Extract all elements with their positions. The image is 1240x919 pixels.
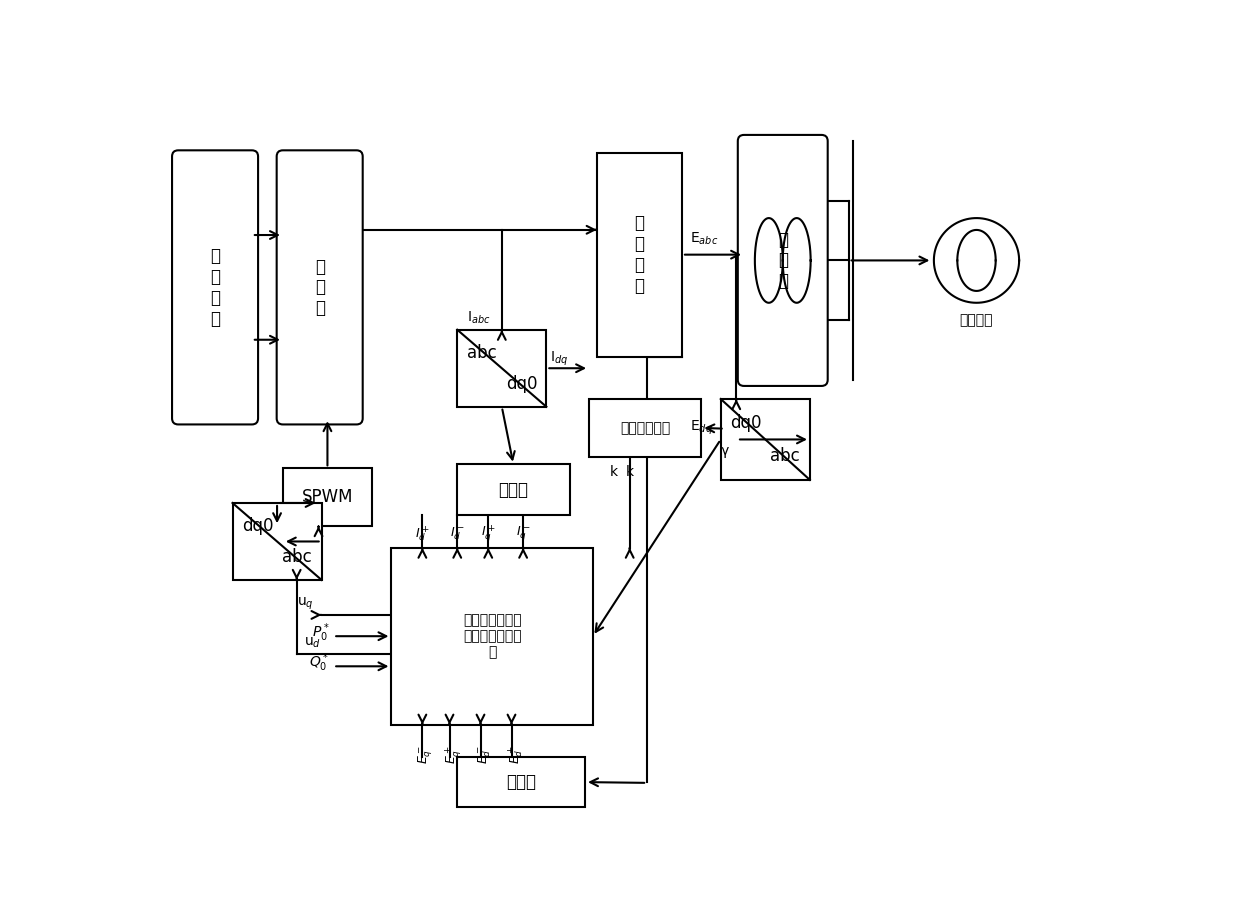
Bar [458, 464, 569, 515]
Text: 滤
波
电
路: 滤 波 电 路 [635, 214, 645, 295]
Text: $E_d^+$: $E_d^+$ [506, 745, 525, 765]
Text: 光
伏
阵
列: 光 伏 阵 列 [210, 247, 219, 327]
Text: 变
压
器: 变 压 器 [777, 231, 787, 290]
Text: dq0: dq0 [730, 414, 761, 432]
Text: I$_{dq}$: I$_{dq}$ [551, 350, 568, 369]
Bar [458, 330, 547, 407]
FancyBboxPatch shape [172, 151, 258, 425]
Text: abc: abc [467, 344, 497, 362]
Text: 等效电网: 等效电网 [960, 312, 993, 327]
Bar [458, 757, 585, 807]
Text: $I_d^+$: $I_d^+$ [415, 525, 430, 543]
Bar [720, 399, 810, 480]
Text: $I_d^-$: $I_d^-$ [450, 526, 465, 542]
Text: I$_{abc}$: I$_{abc}$ [466, 310, 490, 326]
Text: dq0: dq0 [506, 375, 537, 392]
Text: 优化求解模块: 优化求解模块 [620, 421, 671, 435]
Text: $E_q^-$: $E_q^-$ [417, 745, 435, 765]
Text: $Q_0^*$: $Q_0^*$ [309, 652, 330, 674]
Text: 参考电流计算及
控制参数计算模
块: 参考电流计算及 控制参数计算模 块 [463, 613, 522, 660]
Text: SPWM: SPWM [301, 488, 353, 506]
Text: k: k [626, 465, 634, 479]
Bar [596, 153, 682, 357]
Text: u$_d$: u$_d$ [305, 636, 321, 651]
Text: $E_d^-$: $E_d^-$ [476, 745, 492, 765]
Text: u$_q$: u$_q$ [298, 596, 314, 612]
Text: abc: abc [281, 548, 311, 566]
FancyBboxPatch shape [277, 151, 363, 425]
Text: 锁相器: 锁相器 [506, 773, 536, 791]
Bar [589, 399, 702, 457]
Text: E$_{abc}$: E$_{abc}$ [689, 231, 718, 247]
Bar [233, 503, 321, 580]
Text: 逆
变
器: 逆 变 器 [315, 257, 325, 317]
Text: $I_q^+$: $I_q^+$ [481, 524, 496, 544]
Text: γ: γ [720, 444, 729, 458]
Bar [392, 548, 593, 725]
Text: $E_q^+$: $E_q^+$ [443, 745, 464, 765]
Text: $I_q^-$: $I_q^-$ [516, 525, 531, 543]
FancyBboxPatch shape [738, 135, 828, 386]
Text: k: k [610, 465, 619, 479]
Text: 陷波器: 陷波器 [498, 481, 528, 498]
Bar [283, 469, 372, 526]
Text: E$_{dq}$: E$_{dq}$ [691, 419, 713, 437]
Text: dq0: dq0 [242, 517, 273, 535]
Text: abc: abc [770, 447, 800, 465]
Text: $P_0^*$: $P_0^*$ [311, 621, 330, 643]
